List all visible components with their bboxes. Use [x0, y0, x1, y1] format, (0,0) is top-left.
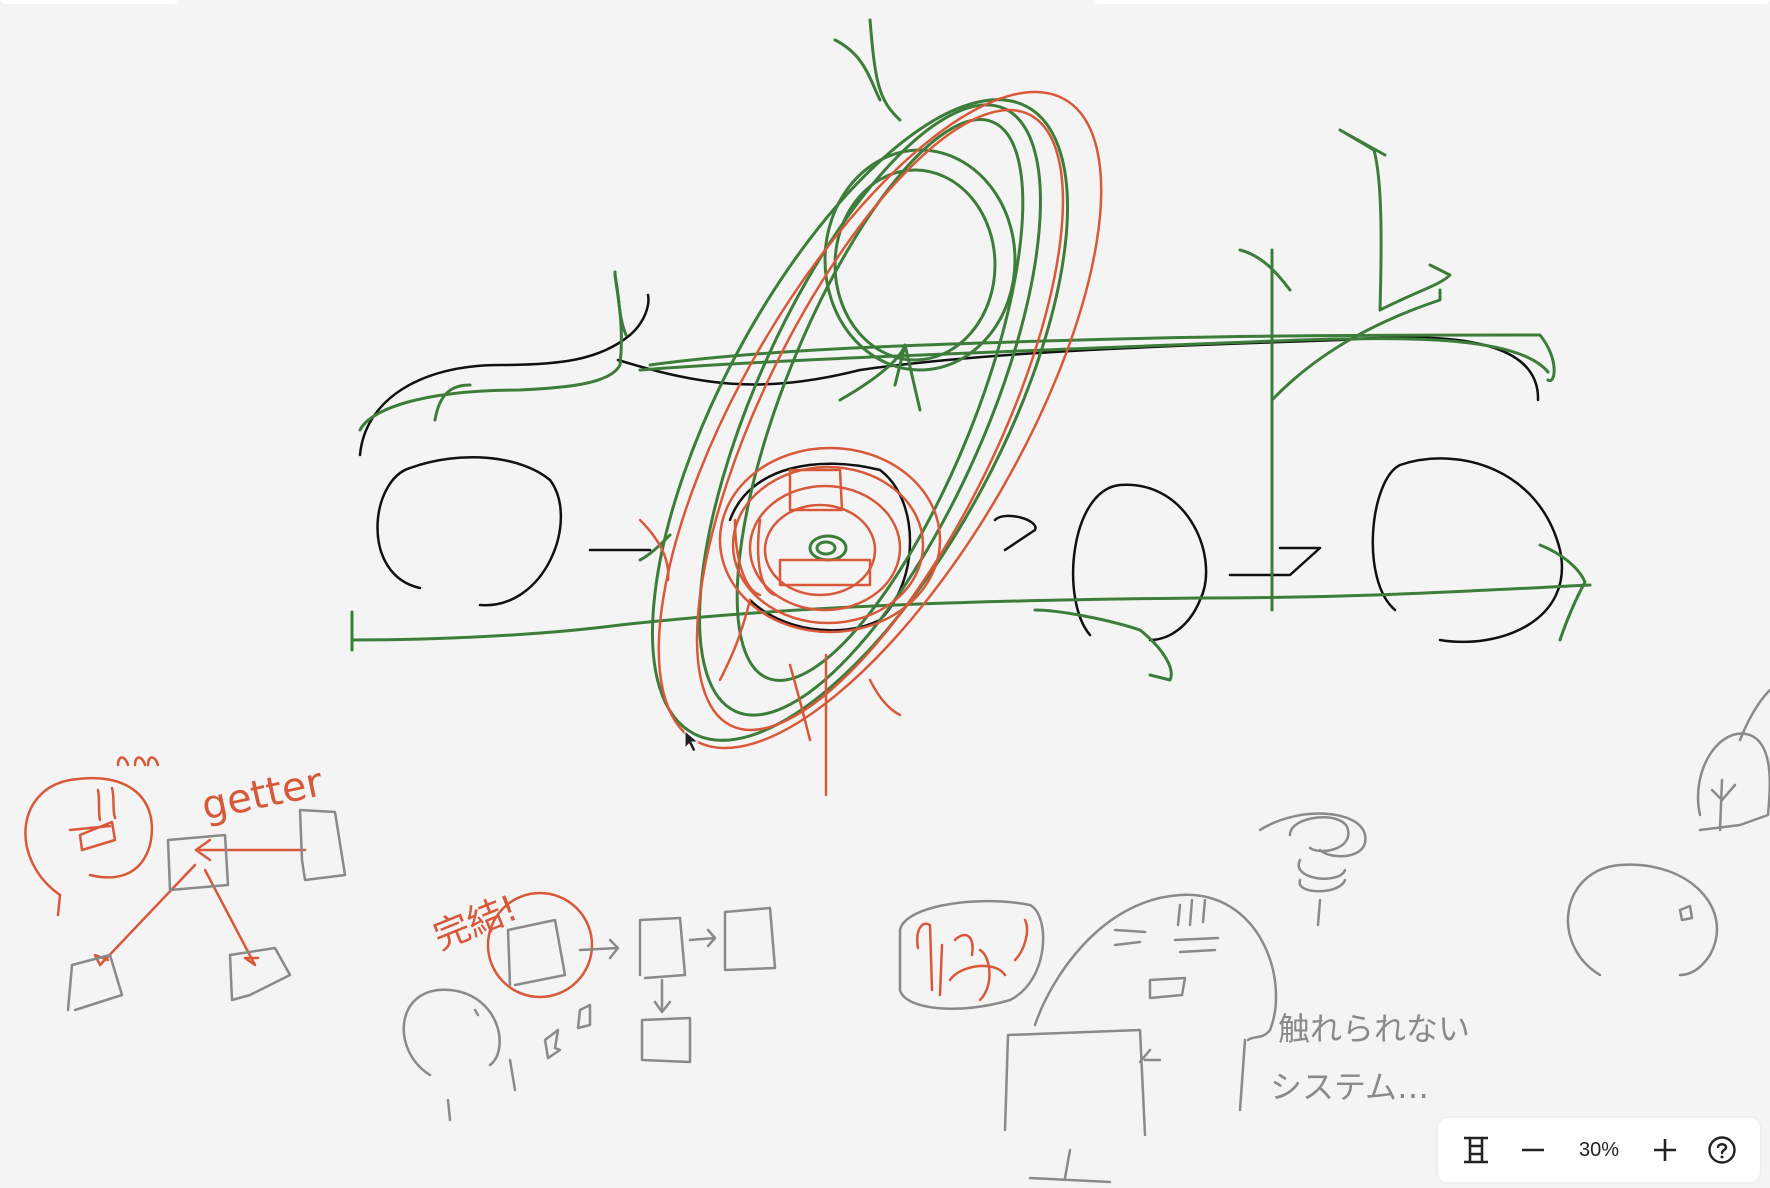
minus-icon — [1522, 1148, 1544, 1152]
fit-to-screen-icon — [1464, 1136, 1488, 1164]
system-label: システム… — [1270, 1068, 1429, 1106]
furerarenai-label: 触れられない — [1278, 1010, 1470, 1048]
zoom-toolbar: 30% — [1438, 1118, 1760, 1182]
top-left-tab — [0, 0, 178, 4]
zoom-level-indicator[interactable]: 30% — [1578, 1138, 1620, 1161]
person-computer-sketch: 触れられない システム… — [898, 812, 1470, 1184]
zoom-out-button[interactable] — [1507, 1126, 1559, 1174]
top-right-tab — [1094, 0, 1770, 4]
getter-sketch: getter — [24, 756, 347, 1012]
green-annotations — [350, 18, 1592, 742]
car-outline-black — [358, 293, 1564, 644]
fit-to-screen-button[interactable] — [1450, 1126, 1502, 1174]
plus-icon — [1654, 1139, 1676, 1161]
zoom-in-button[interactable] — [1639, 1126, 1691, 1174]
kanketsu-sketch: 完結! — [402, 888, 777, 1122]
mouse-cursor-icon — [684, 729, 700, 753]
question-circle-icon — [1708, 1136, 1736, 1164]
getter-label: getter — [198, 759, 328, 830]
help-button[interactable] — [1696, 1126, 1748, 1174]
red-annotations — [638, 90, 1103, 797]
right-edge-sketch — [1566, 688, 1770, 977]
